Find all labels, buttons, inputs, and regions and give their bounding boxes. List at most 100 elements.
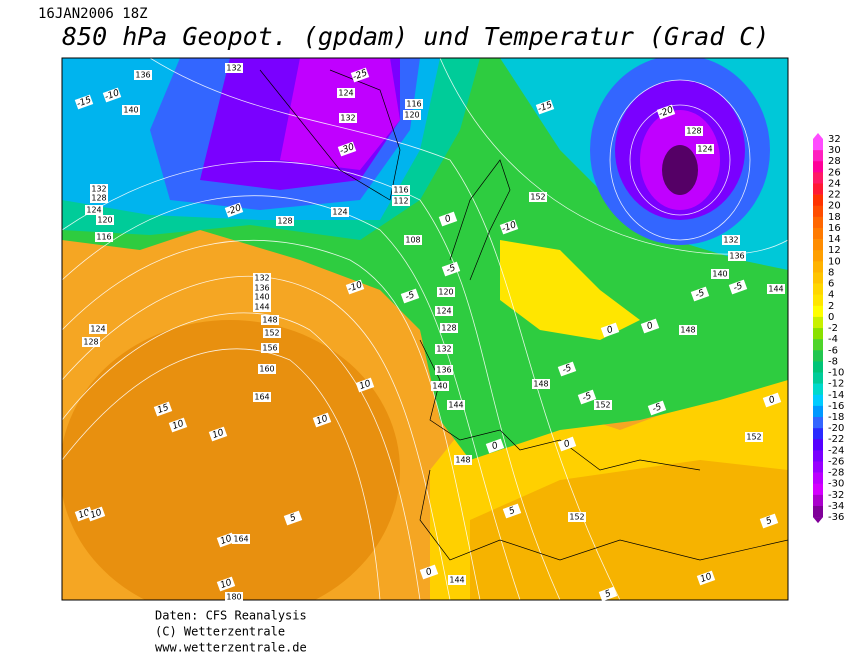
colorbar-swatch bbox=[813, 383, 823, 396]
geopotential-label: 148 bbox=[262, 316, 277, 325]
colorbar-label: -4 bbox=[828, 334, 838, 345]
temperature-label: 0 bbox=[563, 439, 572, 450]
temperature-label: 5 bbox=[604, 589, 613, 600]
geopotential-label: 140 bbox=[712, 270, 727, 279]
geopotential-label: 148 bbox=[455, 456, 470, 465]
geopotential-label-box bbox=[437, 287, 455, 297]
geopotential-label: 144 bbox=[254, 303, 269, 312]
colorbar-label: 2 bbox=[828, 301, 834, 312]
geopotential-label: 116 bbox=[96, 233, 111, 242]
colorbar-swatch bbox=[813, 272, 823, 284]
colorbar-swatch bbox=[813, 316, 823, 329]
footer-source: Daten: CFS Reanalysis bbox=[155, 609, 307, 623]
geopotential-label: 108 bbox=[405, 236, 420, 245]
temperature-label-box bbox=[690, 286, 710, 302]
colorbar-label: 18 bbox=[828, 212, 841, 223]
geopotential-label-box bbox=[95, 232, 113, 242]
geopotential-label: 128 bbox=[686, 127, 701, 136]
geopotential-label: 180 bbox=[226, 593, 241, 602]
colorbar-swatch bbox=[813, 161, 823, 173]
colorbar-label: -28 bbox=[828, 468, 844, 479]
geopotential-label-box bbox=[435, 306, 453, 316]
colorbar-swatch bbox=[813, 428, 823, 440]
colorbar-label: -24 bbox=[828, 445, 844, 456]
temperature-label-box bbox=[600, 322, 620, 338]
geopotential-label-box bbox=[134, 70, 152, 80]
geopotential-label-box bbox=[253, 283, 271, 293]
colorbar-swatch bbox=[813, 239, 823, 251]
geopotential-label-box bbox=[728, 251, 746, 261]
colorbar-label: -22 bbox=[828, 434, 844, 445]
temperature-label: 10 bbox=[315, 414, 329, 427]
geopotential-label: 132 bbox=[226, 64, 241, 73]
temperature-label-box bbox=[224, 202, 244, 218]
geopotential-label: 156 bbox=[262, 344, 277, 353]
colorbar-swatch bbox=[813, 461, 823, 473]
colorbar-tip bbox=[813, 517, 823, 524]
geopotential-label: 140 bbox=[254, 293, 269, 302]
geopotential-label: 136 bbox=[135, 71, 150, 80]
colorbar-label: 4 bbox=[828, 290, 834, 301]
geopotential-label: 164 bbox=[233, 535, 248, 544]
temperature-label-box bbox=[535, 99, 555, 115]
temperature-label: 5 bbox=[765, 516, 774, 527]
temperature-label-box bbox=[400, 288, 420, 304]
temperature-label: 10 bbox=[171, 419, 185, 432]
colorbar-label: 16 bbox=[828, 223, 841, 234]
geopotential-label-box bbox=[225, 592, 243, 602]
colorbar-label: -2 bbox=[828, 323, 838, 334]
temperature-label-box bbox=[647, 400, 667, 416]
temperature-label-box bbox=[86, 506, 106, 522]
colorbar-label: -10 bbox=[828, 368, 844, 379]
geopotential-label-box bbox=[232, 534, 250, 544]
geopotential-label-box bbox=[722, 235, 740, 245]
geopotential-label-box bbox=[339, 113, 357, 123]
geopotential-label: 148 bbox=[533, 380, 548, 389]
temperature-label-box bbox=[350, 67, 370, 83]
footer-url: www.wetterzentrale.de bbox=[155, 641, 307, 655]
colorbar-label: 14 bbox=[828, 234, 841, 245]
geopotential-label: 132 bbox=[340, 114, 355, 123]
temperature-label: 0 bbox=[444, 214, 453, 225]
geopotential-label: 136 bbox=[254, 284, 269, 293]
temperature-label: -5 bbox=[694, 288, 706, 301]
colorbar-label: 28 bbox=[828, 156, 841, 167]
colorbar-label: 12 bbox=[828, 245, 841, 256]
temperature-label: 15 bbox=[156, 403, 170, 416]
temperature-label: -5 bbox=[404, 290, 416, 303]
temperature-label: -10 bbox=[104, 88, 121, 103]
temperature-label-box bbox=[762, 392, 782, 408]
geopotential-label-box bbox=[405, 99, 423, 109]
geopotential-label-box bbox=[711, 269, 729, 279]
temperature-label-box bbox=[557, 436, 577, 452]
temperature-label-box bbox=[485, 438, 505, 454]
geopotential-label-box bbox=[331, 207, 349, 217]
geopotential-label: 132 bbox=[91, 185, 106, 194]
geopotential-label: 160 bbox=[259, 365, 274, 374]
geopotential-label-box bbox=[253, 302, 271, 312]
temperature-label: 10 bbox=[89, 508, 103, 521]
geopotential-label: 128 bbox=[91, 194, 106, 203]
temperature-label-box bbox=[557, 361, 577, 377]
geopotential-label: 120 bbox=[438, 288, 453, 297]
colorbar-label: 6 bbox=[828, 279, 834, 290]
temperature-label-box bbox=[74, 506, 94, 522]
colorbar-swatch bbox=[813, 194, 823, 207]
geopotential-label: 120 bbox=[97, 216, 112, 225]
geopotential-label-box bbox=[82, 337, 100, 347]
temperature-label-box bbox=[283, 510, 303, 526]
colorbar-label: 20 bbox=[828, 201, 841, 212]
temperature-label-box bbox=[419, 564, 439, 580]
geopotential-label-box bbox=[85, 205, 103, 215]
temperature-label: 0 bbox=[491, 441, 500, 452]
temperature-label-box bbox=[216, 532, 236, 548]
geopotential-label: 128 bbox=[441, 324, 456, 333]
colorbar-swatch bbox=[813, 261, 823, 273]
geopotential-label: 116 bbox=[406, 100, 421, 109]
geopotential-label: 152 bbox=[746, 433, 761, 442]
geopotential-label-box bbox=[404, 235, 422, 245]
geopotential-label: 128 bbox=[83, 338, 98, 347]
temperature-label: 10 bbox=[699, 572, 713, 585]
temperature-label-box bbox=[102, 87, 122, 103]
geopotential-label: 144 bbox=[448, 401, 463, 410]
